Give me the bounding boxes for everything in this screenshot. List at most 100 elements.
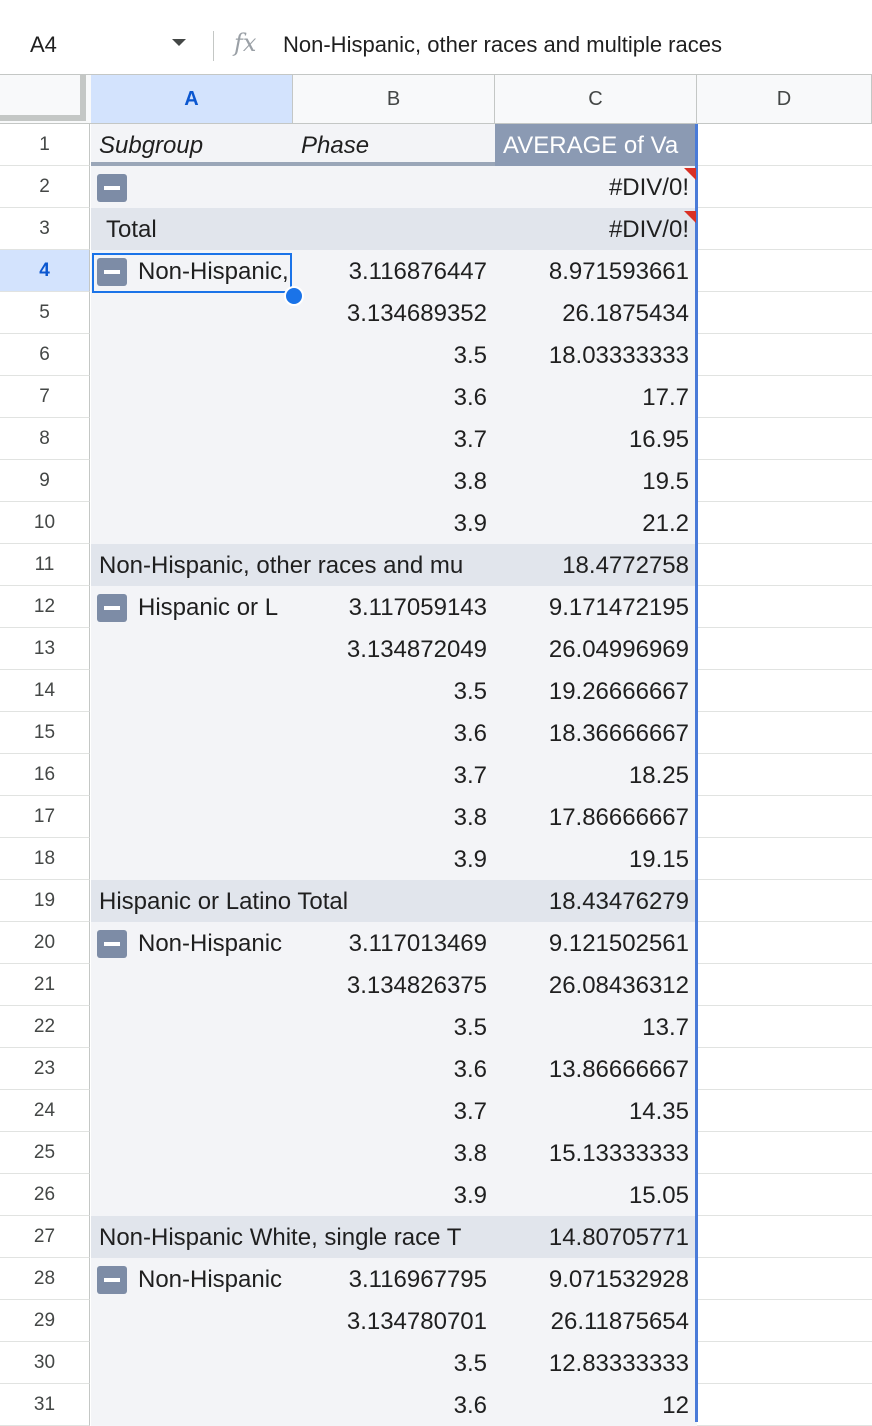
cell-c[interactable]: 8.971593661 — [495, 250, 697, 292]
cell-b[interactable]: 3.9 — [293, 502, 495, 544]
subtotal-label[interactable]: Hispanic or Latino Total — [91, 880, 348, 922]
cell-a[interactable] — [91, 1300, 293, 1342]
cell-a[interactable] — [91, 460, 293, 502]
cell-c[interactable]: 13.86666667 — [495, 1048, 697, 1090]
row-header[interactable]: 13 — [0, 628, 90, 670]
cell-d[interactable] — [697, 1300, 872, 1342]
cell-c[interactable]: 26.08436312 — [495, 964, 697, 1006]
cell-d[interactable] — [697, 964, 872, 1006]
cell-b[interactable]: 3.134780701 — [293, 1300, 495, 1342]
cell-a[interactable] — [91, 670, 293, 712]
name-box-dropdown-icon[interactable] — [172, 39, 186, 46]
cell-d[interactable] — [697, 1048, 872, 1090]
cell-c[interactable]: 9.171472195 — [495, 586, 697, 628]
cell-c[interactable]: 18.25 — [495, 754, 697, 796]
cell-b[interactable]: 3.5 — [293, 670, 495, 712]
row-header[interactable]: 5 — [0, 292, 90, 334]
row-header[interactable]: 11 — [0, 544, 90, 586]
cell-a[interactable] — [91, 1174, 293, 1216]
cell-a[interactable]: Non-Hispanic — [91, 922, 293, 964]
cell-c[interactable]: 9.071532928 — [495, 1258, 697, 1300]
cell-b[interactable]: 3.7 — [293, 418, 495, 460]
cell-d[interactable] — [697, 544, 872, 586]
cell-d[interactable] — [697, 1216, 872, 1258]
cell-a[interactable] — [91, 754, 293, 796]
cell-d[interactable] — [697, 292, 872, 334]
cell-a[interactable]: Non-Hispanic, other races and multiple r… — [91, 250, 293, 292]
row-header[interactable]: 29 — [0, 1300, 90, 1342]
cell-c[interactable]: 26.11875654 — [495, 1300, 697, 1342]
cell-b[interactable]: 3.8 — [293, 460, 495, 502]
cell-d[interactable] — [697, 1342, 872, 1384]
cell-d[interactable] — [697, 838, 872, 880]
cell-a[interactable] — [91, 376, 293, 418]
cell-c[interactable]: 15.05 — [495, 1174, 697, 1216]
cell-a[interactable] — [91, 292, 293, 334]
cell-d[interactable] — [697, 1006, 872, 1048]
cell-b[interactable] — [293, 880, 495, 922]
column-header-c[interactable]: C — [495, 75, 697, 123]
row-header[interactable]: 6 — [0, 334, 90, 376]
cell-d[interactable] — [697, 1174, 872, 1216]
row-header[interactable]: 31 — [0, 1384, 90, 1426]
cell-d[interactable] — [697, 460, 872, 502]
row-header[interactable]: 21 — [0, 964, 90, 1006]
collapse-toggle-icon[interactable] — [97, 174, 127, 202]
cell-d[interactable] — [697, 1090, 872, 1132]
pivot-header-phase[interactable]: Phase — [293, 124, 495, 166]
row-header[interactable]: 7 — [0, 376, 90, 418]
row-header[interactable]: 4 — [0, 250, 90, 292]
collapse-toggle-icon[interactable] — [97, 258, 127, 286]
cell-a[interactable] — [91, 628, 293, 670]
cell-c[interactable]: 26.1875434 — [495, 292, 697, 334]
cell-b[interactable]: 3.8 — [293, 1132, 495, 1174]
cell-d[interactable] — [697, 1384, 872, 1426]
cell-d[interactable] — [697, 502, 872, 544]
row-header[interactable]: 14 — [0, 670, 90, 712]
subtotal-label[interactable]: Non-Hispanic White, single race T — [91, 1216, 461, 1258]
cell-a[interactable] — [91, 1006, 293, 1048]
cell-a[interactable] — [91, 1048, 293, 1090]
cell-b[interactable]: 3.9 — [293, 1174, 495, 1216]
row-header[interactable]: 2 — [0, 166, 90, 208]
cell-c[interactable]: 17.86666667 — [495, 796, 697, 838]
cell-d[interactable] — [697, 670, 872, 712]
cell-b[interactable]: 3.6 — [293, 712, 495, 754]
column-header-b[interactable]: B — [293, 75, 495, 123]
cell-c[interactable]: 9.121502561 — [495, 922, 697, 964]
cell-b[interactable]: 3.117059143 — [293, 586, 495, 628]
row-header[interactable]: 20 — [0, 922, 90, 964]
cell-b[interactable]: 3.134689352 — [293, 292, 495, 334]
collapse-toggle-icon[interactable] — [97, 594, 127, 622]
cell-a[interactable] — [91, 1090, 293, 1132]
cell-b[interactable]: 3.6 — [293, 376, 495, 418]
cell-d[interactable] — [697, 796, 872, 838]
cell-b[interactable]: 3.116967795 — [293, 1258, 495, 1300]
cell-a[interactable] — [91, 1132, 293, 1174]
row-header[interactable]: 22 — [0, 1006, 90, 1048]
cell-b[interactable]: 3.134872049 — [293, 628, 495, 670]
fill-handle[interactable] — [284, 286, 304, 306]
pivot-header-average[interactable]: AVERAGE of Va — [495, 124, 697, 166]
row-header[interactable]: 30 — [0, 1342, 90, 1384]
row-header[interactable]: 10 — [0, 502, 90, 544]
cell-c[interactable]: 26.04996969 — [495, 628, 697, 670]
cell-a[interactable]: Total — [91, 208, 293, 250]
cell-d[interactable] — [697, 250, 872, 292]
cell-c[interactable]: 21.2 — [495, 502, 697, 544]
row-header[interactable]: 16 — [0, 754, 90, 796]
row-header[interactable]: 1 — [0, 124, 90, 166]
cell-a[interactable] — [91, 712, 293, 754]
cell-a[interactable] — [91, 166, 293, 208]
row-header[interactable]: 24 — [0, 1090, 90, 1132]
select-all-corner[interactable] — [0, 75, 86, 121]
cell-d[interactable] — [697, 1258, 872, 1300]
cell-d[interactable] — [697, 334, 872, 376]
collapse-toggle-icon[interactable] — [97, 1266, 127, 1294]
row-header[interactable]: 8 — [0, 418, 90, 460]
subtotal-label[interactable]: Non-Hispanic, other races and mu — [91, 544, 463, 586]
collapse-toggle-icon[interactable] — [97, 930, 127, 958]
cell-c[interactable]: 14.35 — [495, 1090, 697, 1132]
cell-d[interactable] — [697, 880, 872, 922]
cell-c[interactable]: 13.7 — [495, 1006, 697, 1048]
